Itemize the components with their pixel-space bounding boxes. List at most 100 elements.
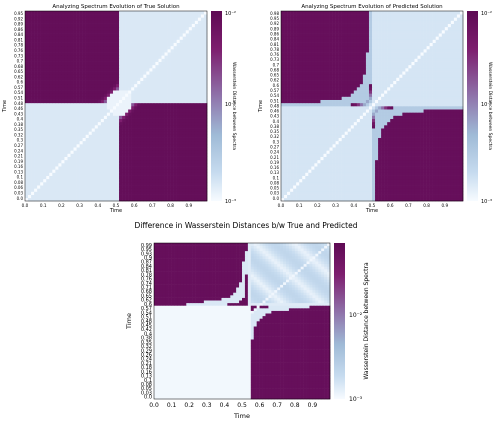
heatmap-cell: [103, 115, 108, 119]
heatmap-cell: [70, 49, 74, 53]
heatmap-cell: [134, 115, 138, 119]
heatmap-cell: [161, 74, 165, 78]
heatmap-cell: [61, 140, 65, 145]
heatmap-cell: [100, 20, 105, 24]
heatmap-cell: [323, 147, 327, 151]
heatmap-cell: [405, 147, 409, 151]
heatmap-cell: [167, 185, 171, 189]
heatmap-cell: [362, 159, 367, 164]
heatmap-cell: [453, 140, 458, 145]
heatmap-cell: [185, 153, 190, 157]
heatmap-cell: [182, 99, 187, 104]
heatmap-cell: [152, 121, 156, 126]
heatmap-cell: [308, 150, 312, 154]
heatmap-cell: [40, 121, 44, 126]
heatmap-cell: [155, 115, 159, 119]
heatmap-cell: [125, 74, 129, 78]
heatmap-cell: [85, 147, 89, 151]
heatmap-cell: [182, 131, 187, 135]
heatmap-cell: [356, 144, 361, 148]
heatmap-cell: [61, 169, 65, 173]
heatmap-cell: [200, 125, 205, 129]
heatmap-cell: [347, 134, 352, 138]
heatmap-cell: [140, 106, 144, 110]
heatmap-cell: [308, 147, 312, 151]
heatmap-cell: [191, 45, 196, 50]
heatmap-cell: [109, 55, 114, 59]
heatmap-cell: [203, 58, 208, 62]
heatmap-cell: [372, 172, 376, 176]
heatmap-cell: [447, 159, 452, 164]
heatmap-cell: [37, 61, 41, 66]
heatmap-cell: [119, 175, 123, 180]
heatmap-cell: [94, 87, 99, 91]
heatmap-cell: [375, 153, 379, 157]
heatmap-cell: [287, 150, 291, 154]
heatmap-cell: [176, 96, 180, 100]
heatmap-cell: [52, 163, 56, 167]
heatmap-cell: [365, 147, 370, 151]
heatmap-cell: [314, 194, 318, 199]
heatmap-cell: [185, 194, 190, 199]
heatmap-cell: [119, 93, 123, 97]
heatmap-cell: [158, 17, 162, 21]
heatmap-cell: [170, 185, 174, 189]
heatmap-cell: [323, 197, 327, 202]
heatmap-cell: [200, 153, 205, 157]
heatmap-cell: [131, 172, 135, 176]
heatmap-cell: [106, 134, 111, 138]
heatmap-cell: [188, 71, 193, 75]
heatmap-cell: [137, 55, 141, 59]
heatmap-cell: [34, 147, 38, 151]
heatmap-cell: [384, 172, 388, 176]
heatmap-cell: [173, 45, 177, 50]
heatmap-cell: [441, 131, 446, 135]
heatmap-cell: [459, 147, 464, 151]
heatmap-cell: [344, 178, 349, 183]
heatmap-cell: [387, 131, 391, 135]
heatmap-cell: [185, 61, 190, 66]
heatmap-cell: [100, 74, 105, 78]
heatmap-cell: [384, 144, 388, 148]
heatmap-cell: [447, 153, 452, 157]
heatmap-cell: [179, 61, 184, 66]
heatmap-cell: [344, 191, 349, 195]
heatmap-cell: [173, 36, 177, 40]
heatmap-cell: [94, 42, 99, 47]
heatmap-cell: [131, 188, 135, 192]
heatmap-cell: [52, 147, 56, 151]
heatmap-cell: [116, 131, 120, 135]
heatmap-cell: [390, 185, 394, 189]
heatmap-cell: [347, 159, 352, 164]
heatmap-cell: [155, 150, 159, 154]
heatmap-cell: [70, 182, 74, 186]
heatmap-cell: [73, 140, 77, 145]
heatmap-cell: [128, 61, 132, 66]
heatmap-cell: [131, 64, 135, 69]
heatmap-cell: [128, 42, 132, 47]
heatmap-cell: [100, 14, 105, 18]
heatmap-cell: [459, 150, 464, 154]
heatmap-cell: [34, 58, 38, 62]
heatmap-cell: [182, 140, 187, 145]
heatmap-cell: [131, 90, 135, 94]
heatmap-cell: [167, 172, 171, 176]
heatmap-cell: [423, 134, 427, 138]
heatmap-cell: [450, 194, 455, 199]
heatmap-cell: [125, 14, 129, 18]
heatmap-cell: [140, 172, 144, 176]
heatmap-cell: [112, 58, 117, 62]
heatmap-cell: [131, 11, 135, 15]
heatmap-cell: [182, 156, 187, 161]
heatmap-cell: [49, 172, 53, 176]
heatmap-cell: [55, 121, 59, 126]
heatmap-cell: [137, 175, 141, 180]
colorbar-tick-bottom: 10⁻³: [225, 199, 236, 205]
heatmap-cell: [122, 58, 126, 62]
heatmap-cell: [106, 20, 111, 24]
heatmap-cell: [332, 159, 336, 164]
heatmap-cell: [402, 153, 406, 157]
heatmap-cell: [179, 64, 184, 69]
heatmap-cell: [61, 68, 65, 72]
heatmap-cell: [85, 23, 89, 28]
